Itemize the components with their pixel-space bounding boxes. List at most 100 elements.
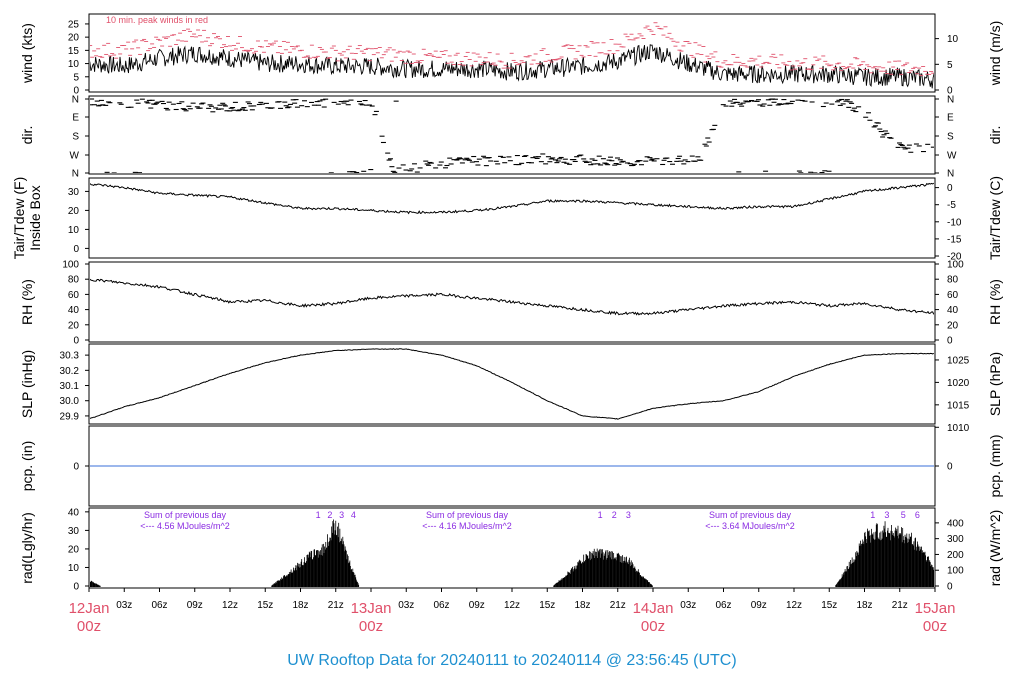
y-tick-label-left: 20 bbox=[68, 33, 80, 44]
y-axis-label-right: RH (%) bbox=[987, 279, 1003, 325]
y-tick-label-right: 60 bbox=[947, 290, 959, 301]
radiation-hour-mark: 1 bbox=[598, 510, 603, 520]
y-axis-label-right: rad (W/m^2) bbox=[987, 510, 1003, 587]
time-tick-label: 06z bbox=[151, 600, 167, 611]
time-tick-label: 18z bbox=[856, 600, 872, 611]
panel-slp: SLP (inHg) SLP (hPa) 29.9 30.0 30.1 30.2 30.3 1… bbox=[19, 343, 1003, 434]
y-tick-label-left: 30 bbox=[68, 526, 80, 537]
y-tick-label-left: 29.9 bbox=[60, 411, 80, 422]
y-tick-label-left: 0 bbox=[73, 336, 79, 347]
time-tick-label: 21z bbox=[610, 600, 626, 611]
y-tick-label-left: 40 bbox=[68, 305, 80, 316]
y-tick-label-left: 0 bbox=[73, 86, 79, 97]
panel-frame bbox=[88, 13, 936, 93]
y-tick-label-left: 80 bbox=[68, 275, 80, 286]
panel-frame bbox=[88, 343, 936, 425]
time-tick-label: 21z bbox=[892, 600, 908, 611]
panel-frame bbox=[88, 95, 936, 175]
y-tick-label-right: S bbox=[947, 132, 954, 143]
time-tick-label: 12z bbox=[504, 600, 520, 611]
radiation-sum-note-title: Sum of previous day bbox=[426, 510, 509, 520]
panel-frame bbox=[88, 177, 936, 259]
time-tick-label: 15z bbox=[257, 600, 273, 611]
y-tick-label-right: 1015 bbox=[947, 400, 970, 411]
y-tick-label-right: 1010 bbox=[947, 423, 970, 434]
radiation-hour-mark: 3 bbox=[626, 510, 631, 520]
y-axis-label-left: wind (kts) bbox=[19, 23, 35, 84]
day-label-date: 13Jan bbox=[351, 600, 392, 617]
y-axis-label-left: Tair/Tdew (F) bbox=[11, 177, 27, 259]
panel-rh: RH (%) RH (%) 0 20 40 60 80 100 0 20 40 60 80 100 bbox=[19, 260, 1003, 347]
y-tick-label-right: 0 bbox=[947, 86, 953, 97]
radiation-sum-note-title: Sum of previous day bbox=[144, 510, 227, 520]
time-tick-label: 21z bbox=[328, 600, 344, 611]
time-tick-label: 06z bbox=[433, 600, 449, 611]
y-tick-label-right: W bbox=[947, 151, 957, 162]
time-tick-label: 06z bbox=[715, 600, 731, 611]
y-tick-label-left: 20 bbox=[68, 544, 80, 555]
time-axis: 03z 06z 09z 12z 15z 18z 21z 03z 06z 09z 12z 15z 18z 2… bbox=[69, 587, 956, 635]
y-tick-label-left: E bbox=[72, 113, 79, 124]
y-axis-label-right: dir. bbox=[987, 126, 1003, 145]
day-label-hour: 00z bbox=[641, 618, 665, 635]
slp-series bbox=[90, 348, 934, 420]
y-tick-label-left: 30.1 bbox=[60, 381, 80, 392]
time-tick-label: 03z bbox=[116, 600, 132, 611]
panel-pcp: pcp. (in) pcp. (mm) 0 0 bbox=[19, 425, 1003, 507]
y-tick-label-left: 5 bbox=[73, 72, 79, 83]
time-tick-label: 18z bbox=[292, 600, 308, 611]
y-tick-label-right: 100 bbox=[947, 566, 964, 577]
time-tick-label: 12z bbox=[222, 600, 238, 611]
y-tick-label-left: 20 bbox=[68, 206, 80, 217]
radiation-hour-mark: 5 bbox=[901, 510, 906, 520]
time-tick-label: 15z bbox=[539, 600, 555, 611]
y-tick-label-right: E bbox=[947, 113, 954, 124]
time-tick-label: 09z bbox=[187, 600, 203, 611]
panel-temp: Tair/Tdew (F) Inside Box Tair/Tdew (C) 0 10 2… bbox=[11, 176, 1003, 263]
radiation-hour-mark: 3 bbox=[339, 510, 344, 520]
day-label-date: 14Jan bbox=[633, 600, 674, 617]
panel-data bbox=[90, 278, 934, 316]
panel-rad: rad(Lgly/hr) rad (W/m^2)01020304001002003… bbox=[19, 507, 1003, 592]
y-axis-label-right: SLP (hPa) bbox=[987, 352, 1003, 416]
y-tick-label-right: 1025 bbox=[947, 355, 970, 366]
y-tick-label-right: N bbox=[947, 169, 954, 180]
footer-title: UW Rooftop Data for 20240111 to 20240114… bbox=[287, 652, 736, 669]
time-tick-label: 12z bbox=[786, 600, 802, 611]
y-axis-label-left: RH (%) bbox=[19, 279, 35, 325]
y-tick-label-right: 10 bbox=[947, 34, 959, 45]
y-tick-label-left: 30.0 bbox=[60, 396, 80, 407]
y-tick-label-right: 300 bbox=[947, 534, 964, 545]
y-tick-label-right: 0 bbox=[947, 183, 953, 194]
y-tick-label-right: 200 bbox=[947, 550, 964, 561]
radiation-hour-mark: 3 bbox=[884, 510, 889, 520]
y-axis-label-left: pcp. (in) bbox=[19, 441, 35, 492]
y-tick-label-left: 10 bbox=[68, 59, 80, 70]
y-tick-label-left: 15 bbox=[68, 46, 80, 57]
y-axis-label-right: pcp. (mm) bbox=[987, 435, 1003, 498]
y-axis-label-left: Inside Box bbox=[27, 185, 43, 250]
y-tick-label-left: 40 bbox=[68, 507, 80, 518]
time-tick-label: 09z bbox=[751, 600, 767, 611]
panel-frame bbox=[88, 261, 936, 343]
y-axis-label-left: rad(Lgly/hr) bbox=[19, 512, 35, 584]
day-label-hour: 00z bbox=[923, 618, 947, 635]
y-tick-label-right: -20 bbox=[947, 252, 962, 263]
radiation-hour-mark: 1 bbox=[316, 510, 321, 520]
radiation-hour-mark: 1 bbox=[870, 510, 875, 520]
y-tick-label-right: 0 bbox=[947, 336, 953, 347]
panel-data bbox=[90, 22, 934, 89]
y-tick-label-left: 0 bbox=[73, 244, 79, 255]
y-tick-label-left: W bbox=[70, 151, 80, 162]
y-tick-label-left: 25 bbox=[68, 19, 80, 30]
panel-data bbox=[90, 98, 934, 173]
day-label-date: 15Jan bbox=[915, 600, 956, 617]
y-tick-label-right: N bbox=[947, 95, 954, 106]
y-tick-label-right: -15 bbox=[947, 234, 962, 245]
panel-wind: wind (kts) wind (m/s) 0 5 10 15 20 25 0 5 10 10 min… bbox=[19, 13, 1003, 97]
y-tick-label-left: 30 bbox=[68, 187, 80, 198]
time-tick-label: 18z bbox=[574, 600, 590, 611]
